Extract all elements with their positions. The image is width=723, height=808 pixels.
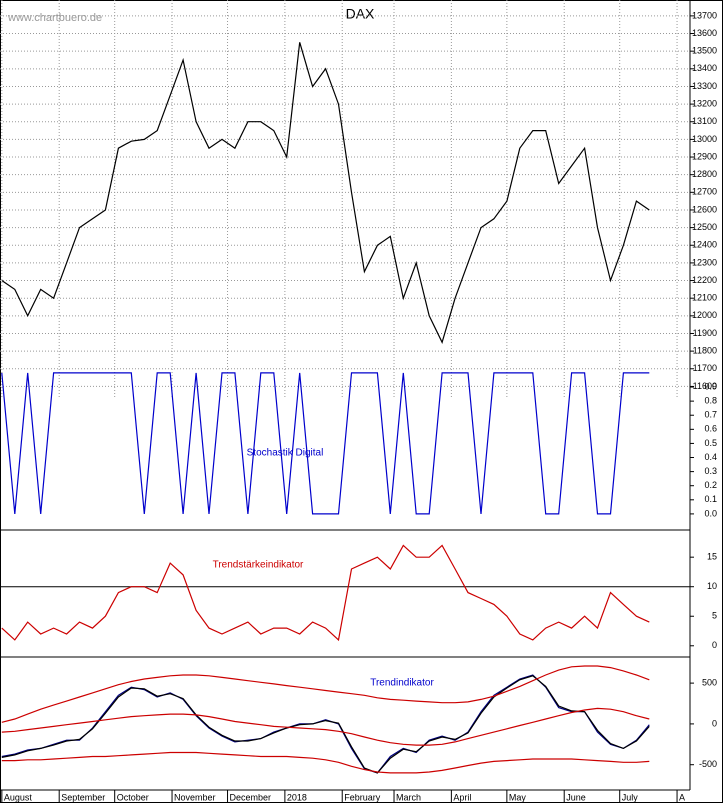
y-tick-label: 13400 bbox=[692, 63, 717, 73]
y-tick-label: 12600 bbox=[692, 204, 717, 214]
y-tick-label: 12300 bbox=[692, 257, 717, 267]
y-tick-label: 0.0 bbox=[704, 508, 717, 518]
y-tick-label: 0 bbox=[712, 718, 717, 728]
y-tick-label: 0.2 bbox=[704, 480, 717, 490]
y-tick-label: 500 bbox=[702, 677, 717, 687]
panel-label: Trendstärkeindikator bbox=[213, 560, 304, 571]
x-tick-label: April bbox=[453, 792, 471, 802]
x-tick-label: September bbox=[61, 792, 105, 802]
series-line bbox=[1, 751, 650, 774]
y-tick-label: 11700 bbox=[693, 363, 717, 373]
chart-title: DAX bbox=[346, 6, 375, 22]
y-tick-label: 11600 bbox=[693, 381, 717, 391]
y-tick-label: 12200 bbox=[692, 275, 717, 285]
y-tick-label: 15 bbox=[707, 552, 717, 562]
y-tick-label: 13100 bbox=[692, 116, 717, 126]
y-tick-label: 12100 bbox=[692, 293, 717, 303]
y-tick-label: 0.7 bbox=[704, 410, 717, 420]
y-tick-label: 0.3 bbox=[704, 466, 717, 476]
x-tick-label: August bbox=[4, 792, 33, 802]
watermark: www.chartbuero.de bbox=[7, 12, 102, 24]
series-line bbox=[1, 707, 650, 746]
series-line bbox=[1, 675, 650, 774]
y-tick-label: 0.5 bbox=[704, 438, 717, 448]
series-line bbox=[1, 665, 650, 723]
y-tick-label: -500 bbox=[699, 759, 717, 769]
y-tick-label: 0 bbox=[712, 640, 717, 650]
y-tick-label: 13300 bbox=[692, 81, 717, 91]
y-tick-label: 12500 bbox=[692, 222, 717, 232]
x-tick-label: March bbox=[396, 792, 421, 802]
panel-label: Stochastik Digital bbox=[247, 448, 324, 459]
y-tick-label: 11900 bbox=[693, 328, 717, 338]
x-tick-label: 2018 bbox=[287, 792, 307, 802]
x-tick-label: July bbox=[622, 792, 639, 802]
x-tick-label: A bbox=[679, 792, 685, 802]
y-tick-label: 0.8 bbox=[704, 396, 717, 406]
x-tick-label: February bbox=[344, 792, 381, 802]
y-tick-label: 13200 bbox=[692, 98, 717, 108]
y-tick-label: 13600 bbox=[692, 28, 717, 38]
x-tick-label: May bbox=[509, 792, 527, 802]
x-tick-label: November bbox=[174, 792, 216, 802]
y-tick-label: 12800 bbox=[692, 169, 717, 179]
series-line bbox=[1, 544, 650, 642]
x-tick-label: June bbox=[566, 792, 586, 802]
y-tick-label: 10 bbox=[707, 581, 717, 591]
y-tick-label: 12400 bbox=[692, 240, 717, 250]
y-tick-label: 0.1 bbox=[704, 494, 717, 504]
y-tick-label: 12000 bbox=[692, 310, 717, 320]
y-tick-label: 0.6 bbox=[704, 424, 717, 434]
y-tick-label: 13500 bbox=[692, 46, 717, 56]
panel-label: Trendindikator bbox=[370, 678, 434, 689]
x-tick-label: December bbox=[230, 792, 272, 802]
series-line bbox=[1, 372, 650, 515]
y-tick-label: 11800 bbox=[693, 345, 717, 355]
y-tick-label: 12900 bbox=[692, 151, 717, 161]
y-tick-label: 12700 bbox=[692, 187, 717, 197]
x-tick-label: October bbox=[117, 792, 149, 802]
y-tick-label: 13700 bbox=[692, 10, 717, 20]
y-tick-label: 0.9 bbox=[704, 381, 717, 391]
series-line bbox=[1, 42, 650, 344]
y-tick-label: 13000 bbox=[692, 134, 717, 144]
y-tick-label: 5 bbox=[712, 611, 717, 621]
y-tick-label: 0.4 bbox=[704, 452, 717, 462]
